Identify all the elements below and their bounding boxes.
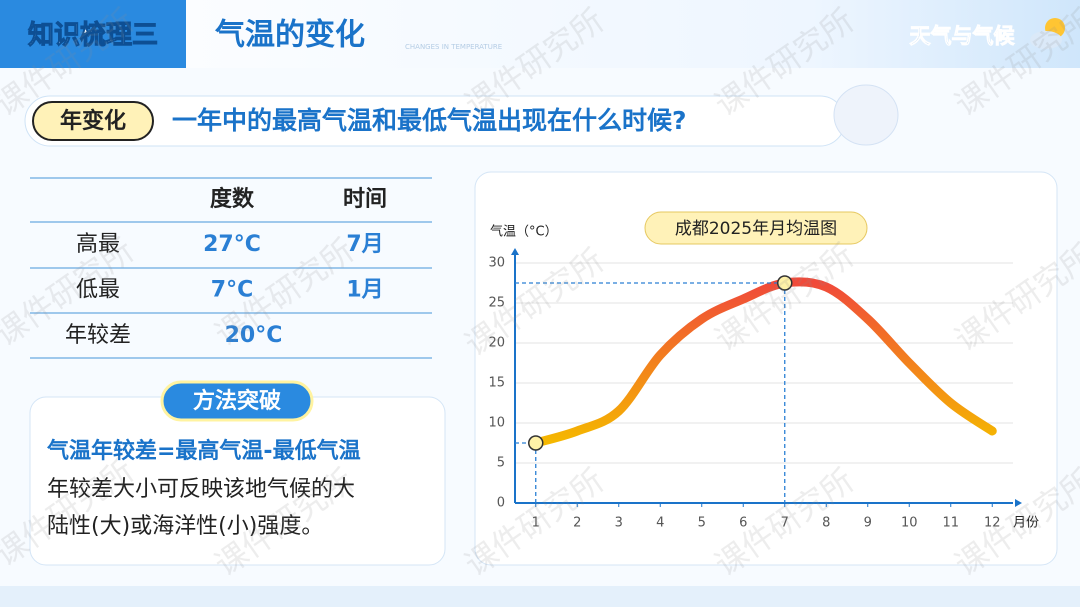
x-tick-label: 7 (781, 516, 789, 531)
table-header: 时间 (343, 187, 387, 212)
y-tick-label: 0 (497, 496, 505, 511)
row-label: 年较差 (65, 323, 131, 348)
cell-value: 1月 (346, 278, 383, 303)
x-tick-label: 3 (615, 516, 623, 531)
question-text: 一年中的最高气温和最低气温出现在什么时候? (172, 106, 687, 135)
chart-panel (474, 171, 1058, 566)
temperature-line (531, 277, 997, 448)
x-tick-label: 1 (532, 516, 540, 531)
cell-value: 7月 (346, 232, 383, 257)
y-tick-label: 25 (488, 296, 505, 311)
table-header: 度数 (210, 186, 255, 212)
cloud-mascot (833, 84, 899, 146)
header-subtitle: CHANGES IN TEMPERATURE (405, 43, 502, 51)
y-tick-label: 15 (488, 376, 505, 391)
cell-value: 27°C (203, 232, 261, 257)
y-axis-label: 气温（°C） (490, 224, 558, 240)
x-tick-label: 5 (698, 516, 706, 531)
chart-title-bg (644, 211, 868, 245)
x-tick-label: 4 (656, 516, 664, 531)
cell-value: 20°C (225, 323, 283, 348)
method-line: 气温年较差=最高气温-最低气温 (46, 438, 361, 464)
header-tag-bg (0, 0, 186, 68)
x-axis-label: 月份 (1013, 516, 1039, 531)
x-tick-label: 8 (822, 516, 830, 531)
footer-band (0, 586, 1080, 607)
method-badge (160, 380, 314, 422)
x-tick-label: 9 (864, 516, 872, 531)
y-axis-arrow (511, 248, 519, 255)
header-tag: 知识梳理三 (28, 20, 158, 51)
brand: 天气与气候 (910, 24, 1016, 48)
highlight-point (528, 435, 544, 451)
method-line: 年较差大小可反映该地气候的大 (47, 477, 355, 502)
method-title: 方法突破 (193, 388, 281, 414)
cloud-icon (1030, 31, 1062, 49)
method-line: 陆性(大)或海洋性(小)强度。 (47, 514, 323, 539)
x-tick-label: 6 (739, 516, 747, 531)
row-label: 高最 (76, 232, 120, 257)
highlight-point (777, 275, 793, 291)
x-tick-label: 10 (901, 516, 918, 531)
x-tick-label: 12 (984, 516, 1001, 531)
y-tick-label: 5 (497, 456, 505, 471)
x-tick-label: 2 (573, 516, 581, 531)
chart-title: 成都2025年月均温图 (675, 219, 837, 239)
y-tick-label: 30 (488, 256, 505, 271)
y-tick-label: 10 (488, 416, 505, 431)
cell-value: 7°C (211, 278, 253, 303)
x-tick-label: 11 (942, 516, 959, 531)
question-tag-bg (32, 101, 154, 141)
question-tag: 年变化 (60, 108, 126, 134)
x-axis-arrow (1015, 499, 1022, 507)
row-label: 低最 (76, 278, 120, 303)
header-title: 气温的变化 (215, 18, 365, 53)
y-tick-label: 20 (488, 336, 505, 351)
